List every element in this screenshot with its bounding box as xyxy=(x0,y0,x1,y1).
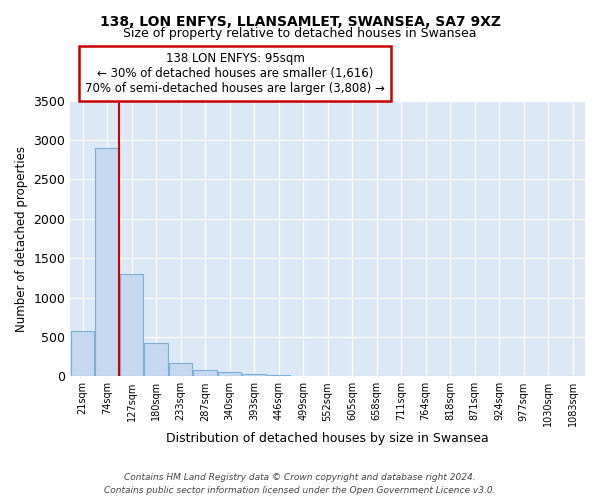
Text: 138, LON ENFYS, LLANSAMLET, SWANSEA, SA7 9XZ: 138, LON ENFYS, LLANSAMLET, SWANSEA, SA7… xyxy=(100,15,500,29)
X-axis label: Distribution of detached houses by size in Swansea: Distribution of detached houses by size … xyxy=(166,432,489,445)
Bar xyxy=(145,344,168,376)
Bar xyxy=(242,374,266,376)
Text: Contains HM Land Registry data © Crown copyright and database right 2024.
Contai: Contains HM Land Registry data © Crown c… xyxy=(104,474,496,495)
Y-axis label: Number of detached properties: Number of detached properties xyxy=(15,146,28,332)
Bar xyxy=(95,148,119,376)
Bar xyxy=(71,330,94,376)
Bar xyxy=(267,375,290,376)
Text: Size of property relative to detached houses in Swansea: Size of property relative to detached ho… xyxy=(123,28,477,40)
Bar xyxy=(169,363,192,376)
Bar xyxy=(218,372,241,376)
Text: 138 LON ENFYS: 95sqm
← 30% of detached houses are smaller (1,616)
70% of semi-de: 138 LON ENFYS: 95sqm ← 30% of detached h… xyxy=(85,52,385,95)
Bar xyxy=(193,370,217,376)
Bar xyxy=(120,274,143,376)
